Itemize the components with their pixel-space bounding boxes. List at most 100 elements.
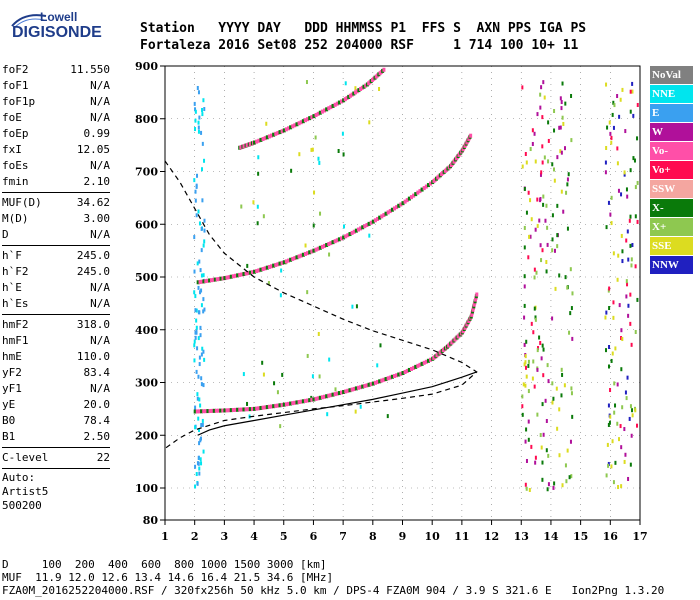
echo-mark	[310, 147, 313, 152]
echo-mark	[525, 486, 528, 491]
y-tick-label: 300	[135, 377, 158, 390]
echo-mark	[290, 168, 293, 173]
series-point	[356, 385, 360, 390]
echo-mark	[610, 358, 613, 363]
param-row: foEs N/A	[2, 158, 110, 174]
x-tick-label: 11	[454, 530, 469, 543]
echo-mark	[279, 293, 282, 298]
echo-mark	[609, 414, 612, 419]
param-value: 34.62	[76, 196, 110, 209]
separator	[2, 447, 110, 448]
echo-mark	[196, 173, 199, 178]
echo-mark	[524, 360, 527, 365]
series-point	[355, 89, 359, 94]
echo-mark	[194, 405, 197, 410]
series-point	[301, 119, 305, 124]
param-key: hmE	[2, 350, 22, 363]
echo-mark	[547, 453, 550, 458]
series-point	[340, 390, 344, 395]
echo-mark	[201, 422, 204, 427]
echo-mark	[539, 198, 542, 203]
echo-mark	[547, 138, 550, 143]
echo-mark	[611, 112, 614, 117]
param-row: hmF2 318.0	[2, 317, 110, 333]
echo-mark	[616, 421, 619, 426]
echo-mark	[542, 432, 545, 437]
echo-mark	[536, 197, 539, 202]
series-point	[265, 405, 269, 410]
echo-mark	[527, 359, 530, 364]
series-point	[384, 377, 388, 382]
param-value: N/A	[90, 228, 110, 241]
param-row: h`E N/A	[2, 280, 110, 296]
echo-mark	[540, 356, 543, 361]
echo-mark	[608, 120, 611, 125]
series-point	[318, 395, 322, 400]
param-value: 2.10	[83, 175, 111, 188]
echo-mark	[621, 259, 624, 264]
param-value: 12.05	[76, 143, 110, 156]
echo-mark	[565, 479, 568, 484]
x-tick-label: 3	[221, 530, 229, 543]
y-tick-label: 200	[135, 429, 158, 442]
series-point	[211, 277, 215, 282]
echo-mark	[342, 152, 345, 157]
echo-mark	[343, 224, 346, 229]
echo-mark	[631, 413, 634, 418]
series-point	[291, 256, 295, 261]
series-point	[200, 409, 204, 414]
series-point	[390, 207, 394, 212]
echo-mark	[523, 303, 526, 308]
echo-mark	[534, 227, 537, 232]
series-point	[345, 96, 349, 101]
echo-mark	[546, 363, 549, 368]
echo-mark	[563, 146, 566, 151]
series-point	[344, 389, 348, 394]
echo-mark	[199, 438, 202, 443]
series-point	[231, 274, 235, 279]
series-point	[270, 264, 274, 269]
echo-mark	[262, 214, 265, 219]
series-point	[297, 400, 301, 405]
echo-mark	[551, 316, 554, 321]
series-point	[414, 192, 418, 197]
echo-mark	[620, 336, 623, 341]
echo-mark	[629, 214, 632, 219]
series-point	[278, 130, 282, 135]
series-point	[352, 229, 356, 234]
echo-mark	[197, 90, 200, 95]
series-point	[316, 396, 320, 401]
series-point	[318, 110, 322, 115]
legend-item: X+	[650, 218, 693, 236]
series-point	[373, 218, 377, 223]
echo-mark	[558, 125, 561, 130]
series-point	[327, 106, 331, 111]
echo-mark	[626, 282, 629, 287]
echo-mark	[524, 439, 527, 444]
echo-mark	[203, 107, 206, 112]
echo-mark	[611, 351, 614, 356]
param-value: N/A	[90, 79, 110, 92]
series-point	[365, 223, 369, 228]
echo-mark	[196, 392, 199, 397]
echo-mark	[199, 325, 202, 330]
param-row: MUF(D) 34.62	[2, 195, 110, 211]
echo-mark	[563, 383, 566, 388]
series-point	[233, 407, 237, 412]
echo-mark	[541, 402, 544, 407]
echo-mark	[556, 203, 559, 208]
echo-mark	[609, 212, 612, 217]
echo-mark	[628, 218, 631, 223]
echo-mark	[559, 125, 562, 130]
echo-mark	[280, 268, 283, 273]
x-tick-label: 12	[484, 530, 499, 543]
series-point	[418, 362, 422, 367]
echo-mark	[625, 279, 628, 284]
param-key: h`Es	[2, 297, 29, 310]
series-point	[422, 186, 426, 191]
echo-mark	[568, 330, 571, 335]
param-row: foE N/A	[2, 110, 110, 126]
echo-mark	[252, 200, 255, 205]
param-key: yF1	[2, 382, 22, 395]
echo-mark	[328, 252, 331, 257]
